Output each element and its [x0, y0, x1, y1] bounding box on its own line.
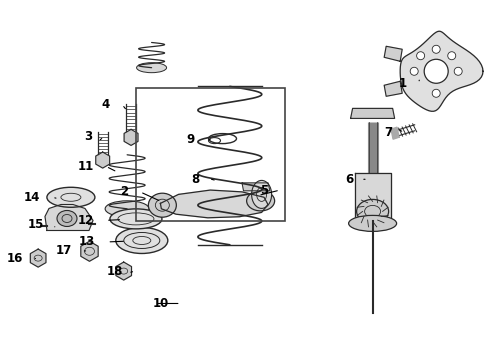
- Text: 9: 9: [186, 133, 194, 146]
- Polygon shape: [45, 204, 93, 230]
- Ellipse shape: [57, 211, 77, 226]
- Ellipse shape: [251, 180, 271, 208]
- Polygon shape: [124, 129, 138, 145]
- Ellipse shape: [348, 215, 396, 231]
- Text: 1: 1: [398, 77, 406, 90]
- Ellipse shape: [47, 187, 95, 207]
- Ellipse shape: [423, 59, 447, 83]
- Ellipse shape: [409, 67, 417, 75]
- Polygon shape: [399, 31, 482, 111]
- Ellipse shape: [148, 193, 176, 217]
- Bar: [136, 88, 285, 221]
- Text: 16: 16: [7, 252, 23, 265]
- Text: 6: 6: [344, 173, 352, 186]
- Polygon shape: [350, 108, 394, 118]
- Polygon shape: [354, 173, 390, 221]
- Text: 13: 13: [79, 235, 95, 248]
- Text: 11: 11: [78, 160, 94, 173]
- Ellipse shape: [116, 228, 167, 253]
- Text: 3: 3: [83, 130, 92, 143]
- Text: 18: 18: [107, 265, 123, 278]
- Polygon shape: [160, 190, 267, 218]
- Polygon shape: [390, 127, 398, 139]
- Ellipse shape: [447, 52, 455, 60]
- Text: 10: 10: [152, 297, 168, 310]
- Text: 5: 5: [259, 184, 267, 197]
- Polygon shape: [242, 183, 269, 191]
- Ellipse shape: [356, 199, 388, 224]
- Text: 12: 12: [78, 214, 94, 227]
- Polygon shape: [96, 152, 109, 168]
- Ellipse shape: [110, 209, 162, 229]
- Polygon shape: [81, 241, 98, 261]
- Text: 4: 4: [102, 98, 110, 111]
- Ellipse shape: [453, 67, 461, 75]
- Ellipse shape: [431, 89, 439, 97]
- Text: 15: 15: [28, 218, 44, 231]
- Ellipse shape: [136, 63, 166, 73]
- Polygon shape: [30, 249, 46, 267]
- Polygon shape: [384, 46, 401, 61]
- Text: 17: 17: [56, 244, 72, 257]
- Ellipse shape: [105, 201, 149, 217]
- Text: 14: 14: [24, 191, 40, 204]
- Polygon shape: [384, 81, 401, 96]
- Ellipse shape: [246, 191, 274, 211]
- Text: 8: 8: [191, 173, 199, 186]
- Text: 2: 2: [120, 185, 128, 198]
- Text: 7: 7: [383, 126, 391, 139]
- Ellipse shape: [416, 52, 424, 60]
- Ellipse shape: [431, 45, 439, 53]
- Polygon shape: [116, 262, 131, 280]
